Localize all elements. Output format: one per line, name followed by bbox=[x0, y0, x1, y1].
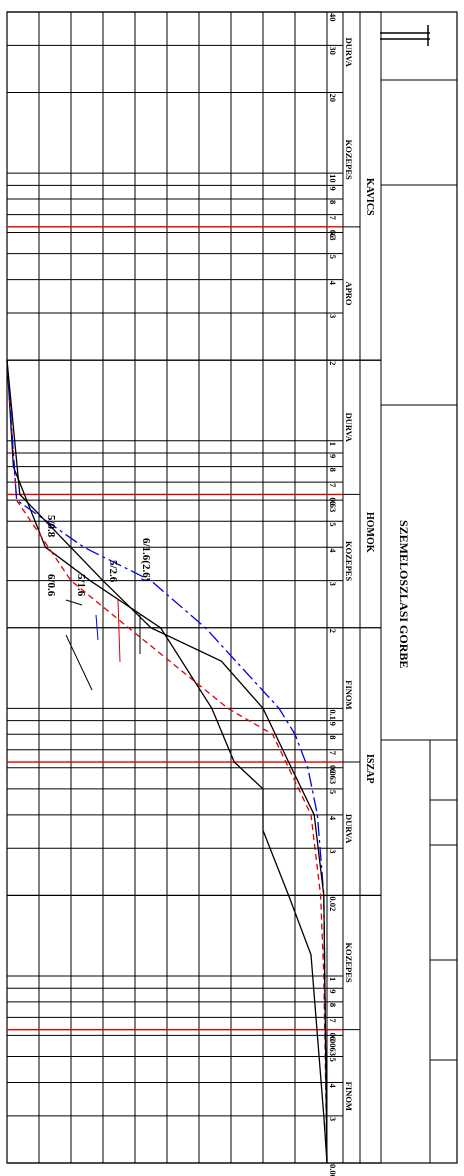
tick-label: 5 bbox=[328, 522, 338, 526]
tick-label: 4 bbox=[328, 1083, 338, 1088]
boundary-label: 6.3 bbox=[328, 230, 338, 241]
curve-label: 6/0.6 bbox=[45, 574, 57, 597]
tick-label: 3 bbox=[328, 849, 338, 853]
curve-label: 5/1.6 bbox=[75, 574, 87, 597]
tick-label: 2 bbox=[328, 629, 338, 633]
series-line bbox=[6, 360, 328, 1164]
fraction-boundaries bbox=[7, 226, 343, 1031]
tick-label: 6 bbox=[328, 1036, 338, 1040]
boundary-label: 0.063 bbox=[328, 765, 338, 784]
fraction-label-iszap: ISZAP bbox=[364, 754, 375, 783]
tick-label: 40 bbox=[328, 13, 338, 22]
frame bbox=[6, 11, 458, 1164]
tick-label: 7 bbox=[328, 1018, 338, 1023]
tick-label: 8 bbox=[328, 1003, 338, 1007]
tick-label: 8 bbox=[328, 468, 338, 472]
axis-and-curve-labels: 40 30 20 10 9 8 7 6 5 4 3 2 1 9 8 7 6 5 4 3 2 0.1 9 8 7 6 5 4 3 0.02 1… bbox=[45, 13, 354, 1176]
tick-label: 0.1 bbox=[328, 709, 338, 720]
tick-label: 0.02 bbox=[328, 896, 338, 911]
subdivision-label: APRO bbox=[344, 281, 354, 305]
text-layer: SZEMELOSZLASI GORBE KAVICS HOMOK ISZAP bbox=[364, 178, 411, 783]
tick-label: 4 bbox=[328, 548, 338, 553]
tick-label: 4 bbox=[328, 816, 338, 821]
title-block bbox=[380, 25, 457, 1163]
tick-label: 10 bbox=[328, 174, 338, 183]
curve-label-leader bbox=[117, 599, 121, 663]
tick-label: 9 bbox=[328, 454, 338, 458]
series-line bbox=[6, 360, 328, 1164]
tick-label: 7 bbox=[328, 751, 338, 756]
grid-lines bbox=[7, 11, 381, 1164]
curve-label-leader bbox=[65, 599, 83, 606]
subdivision-label: FINOM bbox=[344, 680, 354, 709]
tick-label: 5 bbox=[328, 255, 338, 259]
subdivision-label: KOZEPES bbox=[344, 140, 354, 180]
boundary-label: 0.0063 bbox=[328, 1033, 338, 1056]
tick-label: 9 bbox=[328, 722, 338, 726]
curve-label: 5/2.6 bbox=[107, 560, 119, 583]
subdivision-label: FINOM bbox=[344, 1082, 354, 1111]
curve-label-leader bbox=[65, 634, 93, 691]
tick-label: 20 bbox=[328, 94, 338, 103]
tick-label: 9 bbox=[328, 989, 338, 993]
tick-label: 3 bbox=[328, 1117, 338, 1121]
tick-label: 3 bbox=[328, 582, 338, 586]
subdivision-label: DURVA bbox=[344, 814, 354, 844]
subdivision-label: KOZEPES bbox=[344, 541, 354, 581]
subdivision-label: DURVA bbox=[344, 38, 354, 68]
tick-label: 8 bbox=[328, 735, 338, 739]
series-line bbox=[6, 360, 328, 1164]
chart-title: SZEMELOSZLASI GORBE bbox=[397, 520, 411, 668]
tick-label: 1 bbox=[328, 442, 338, 446]
tick-label: 6 bbox=[328, 501, 338, 505]
tick-label: 8 bbox=[328, 200, 338, 204]
tick-label: 4 bbox=[328, 281, 338, 286]
fraction-label-kavics: KAVICS bbox=[364, 178, 375, 216]
tick-label: 1 bbox=[328, 977, 338, 981]
curve-label-leader bbox=[95, 614, 99, 641]
tick-label: 30 bbox=[328, 46, 338, 55]
tick-label: 2 bbox=[328, 361, 338, 365]
curves bbox=[6, 360, 328, 1164]
tick-label: 6 bbox=[328, 769, 338, 773]
tick-label: 9 bbox=[328, 186, 338, 190]
boundary-label: 0.63 bbox=[328, 497, 338, 512]
tick-label: 5 bbox=[328, 790, 338, 794]
tick-label: 3 bbox=[328, 314, 338, 318]
fraction-label-homok: HOMOK bbox=[364, 512, 375, 553]
subdivision-label: DURVA bbox=[344, 413, 354, 443]
tick-label: 0.002 bbox=[328, 1164, 338, 1176]
curve-label: 6/1.6(2.6) bbox=[140, 538, 152, 582]
tick-label: 7 bbox=[328, 483, 338, 488]
subdivision-label: KOZEPES bbox=[344, 942, 354, 982]
tick-label: 5 bbox=[328, 1058, 338, 1062]
curve-label: 5/0.8 bbox=[45, 515, 57, 538]
tick-label: 7 bbox=[328, 216, 338, 221]
tick-label: 6 bbox=[328, 233, 338, 237]
